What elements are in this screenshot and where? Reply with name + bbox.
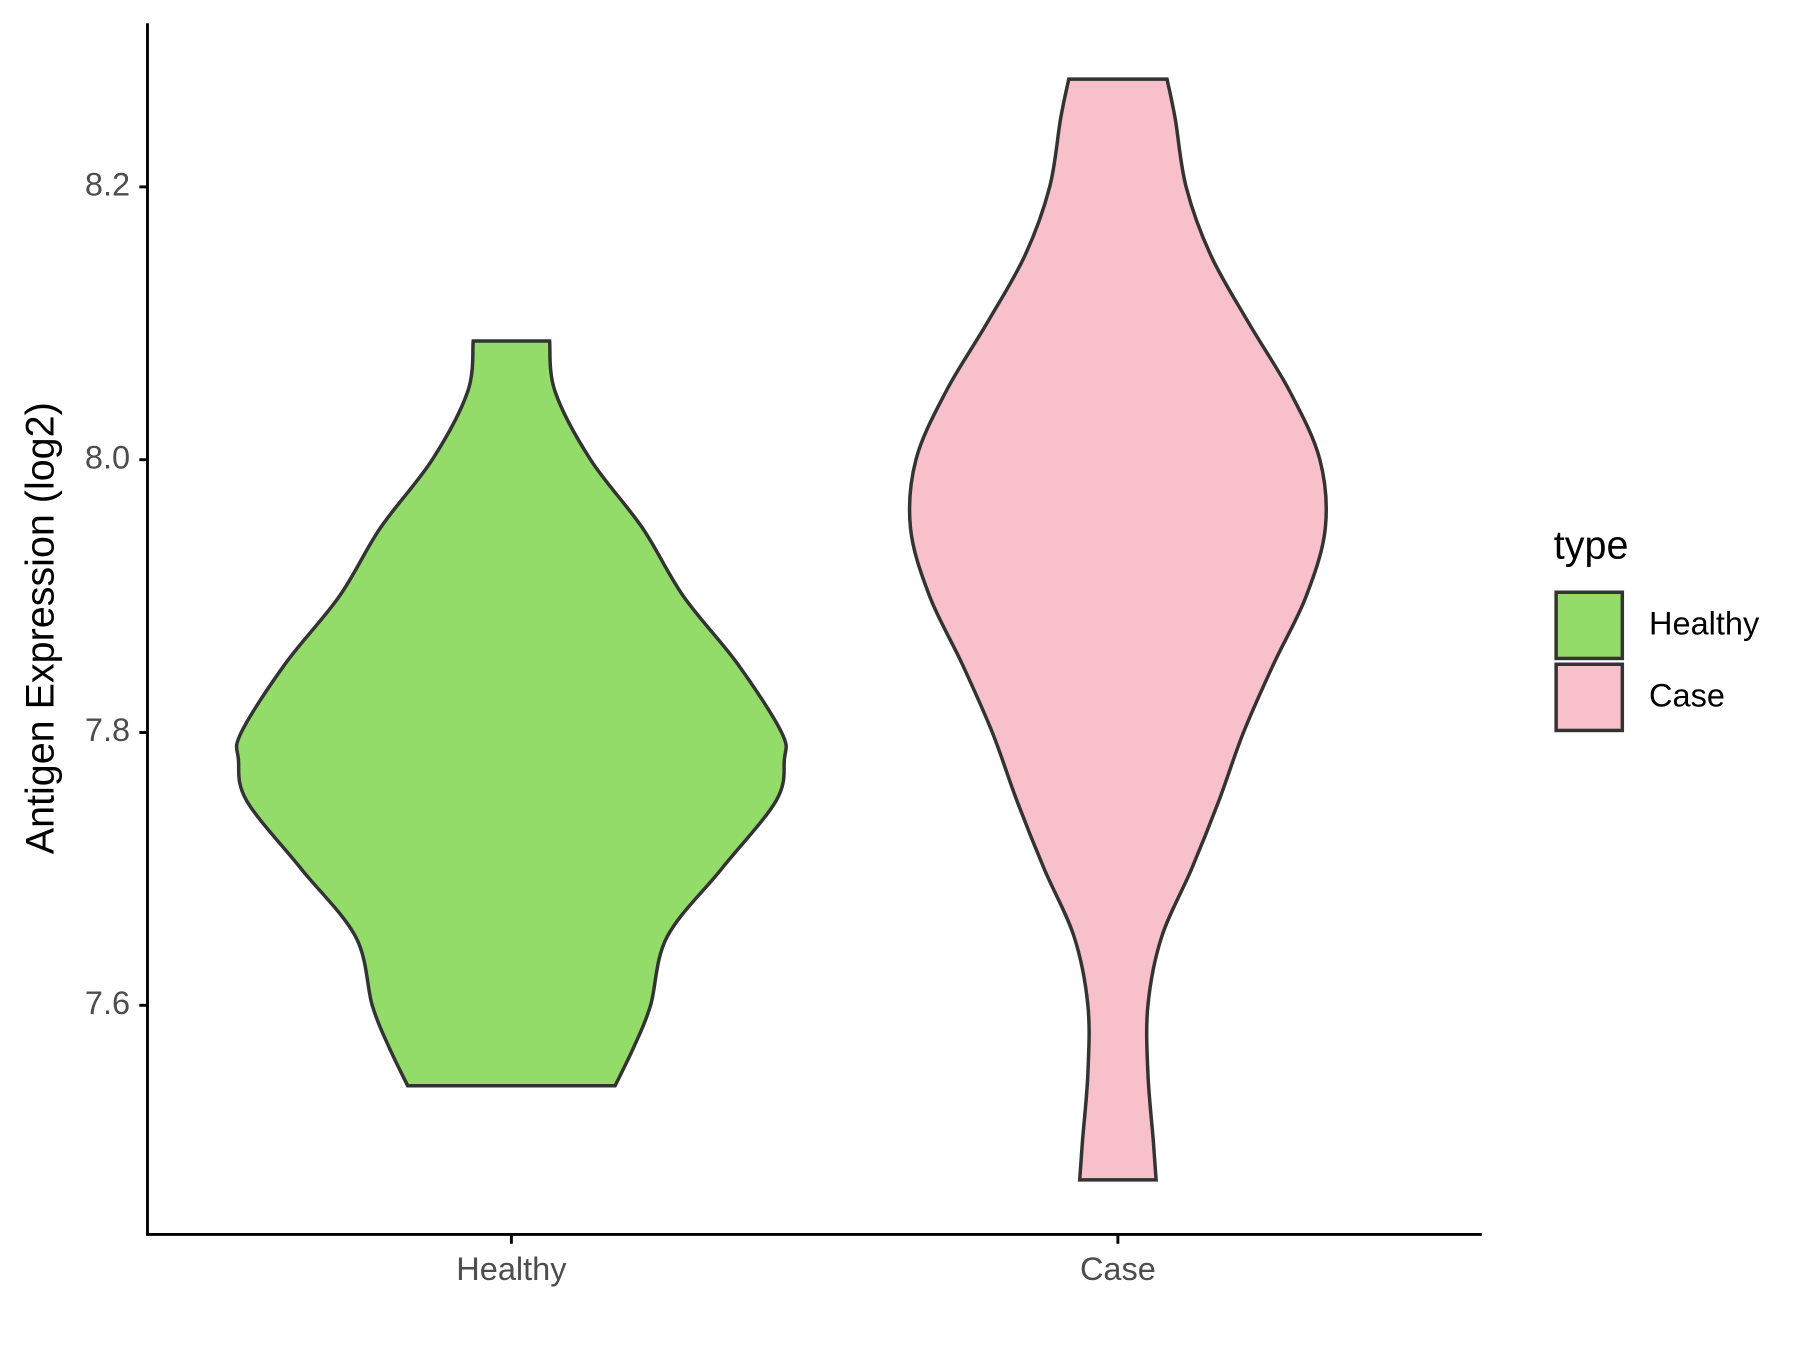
y-axis-title: Antigen Expression (log2) [18, 402, 62, 854]
legend-title: type [1554, 524, 1629, 568]
violin [234, 339, 788, 1088]
x-tick-label: Healthy [456, 1251, 567, 1287]
y-tick-label: 8.0 [85, 439, 130, 475]
legend-label: Healthy [1649, 606, 1760, 642]
legend-key [1554, 590, 1625, 661]
violin [907, 77, 1328, 1182]
x-tick-label: Case [1080, 1251, 1156, 1287]
y-tick-label: 7.8 [85, 712, 130, 748]
y-tick-label: 8.2 [85, 166, 130, 202]
legend-label: Case [1649, 678, 1725, 714]
y-tick-label: 7.6 [85, 985, 130, 1021]
legend-key [1554, 662, 1625, 733]
